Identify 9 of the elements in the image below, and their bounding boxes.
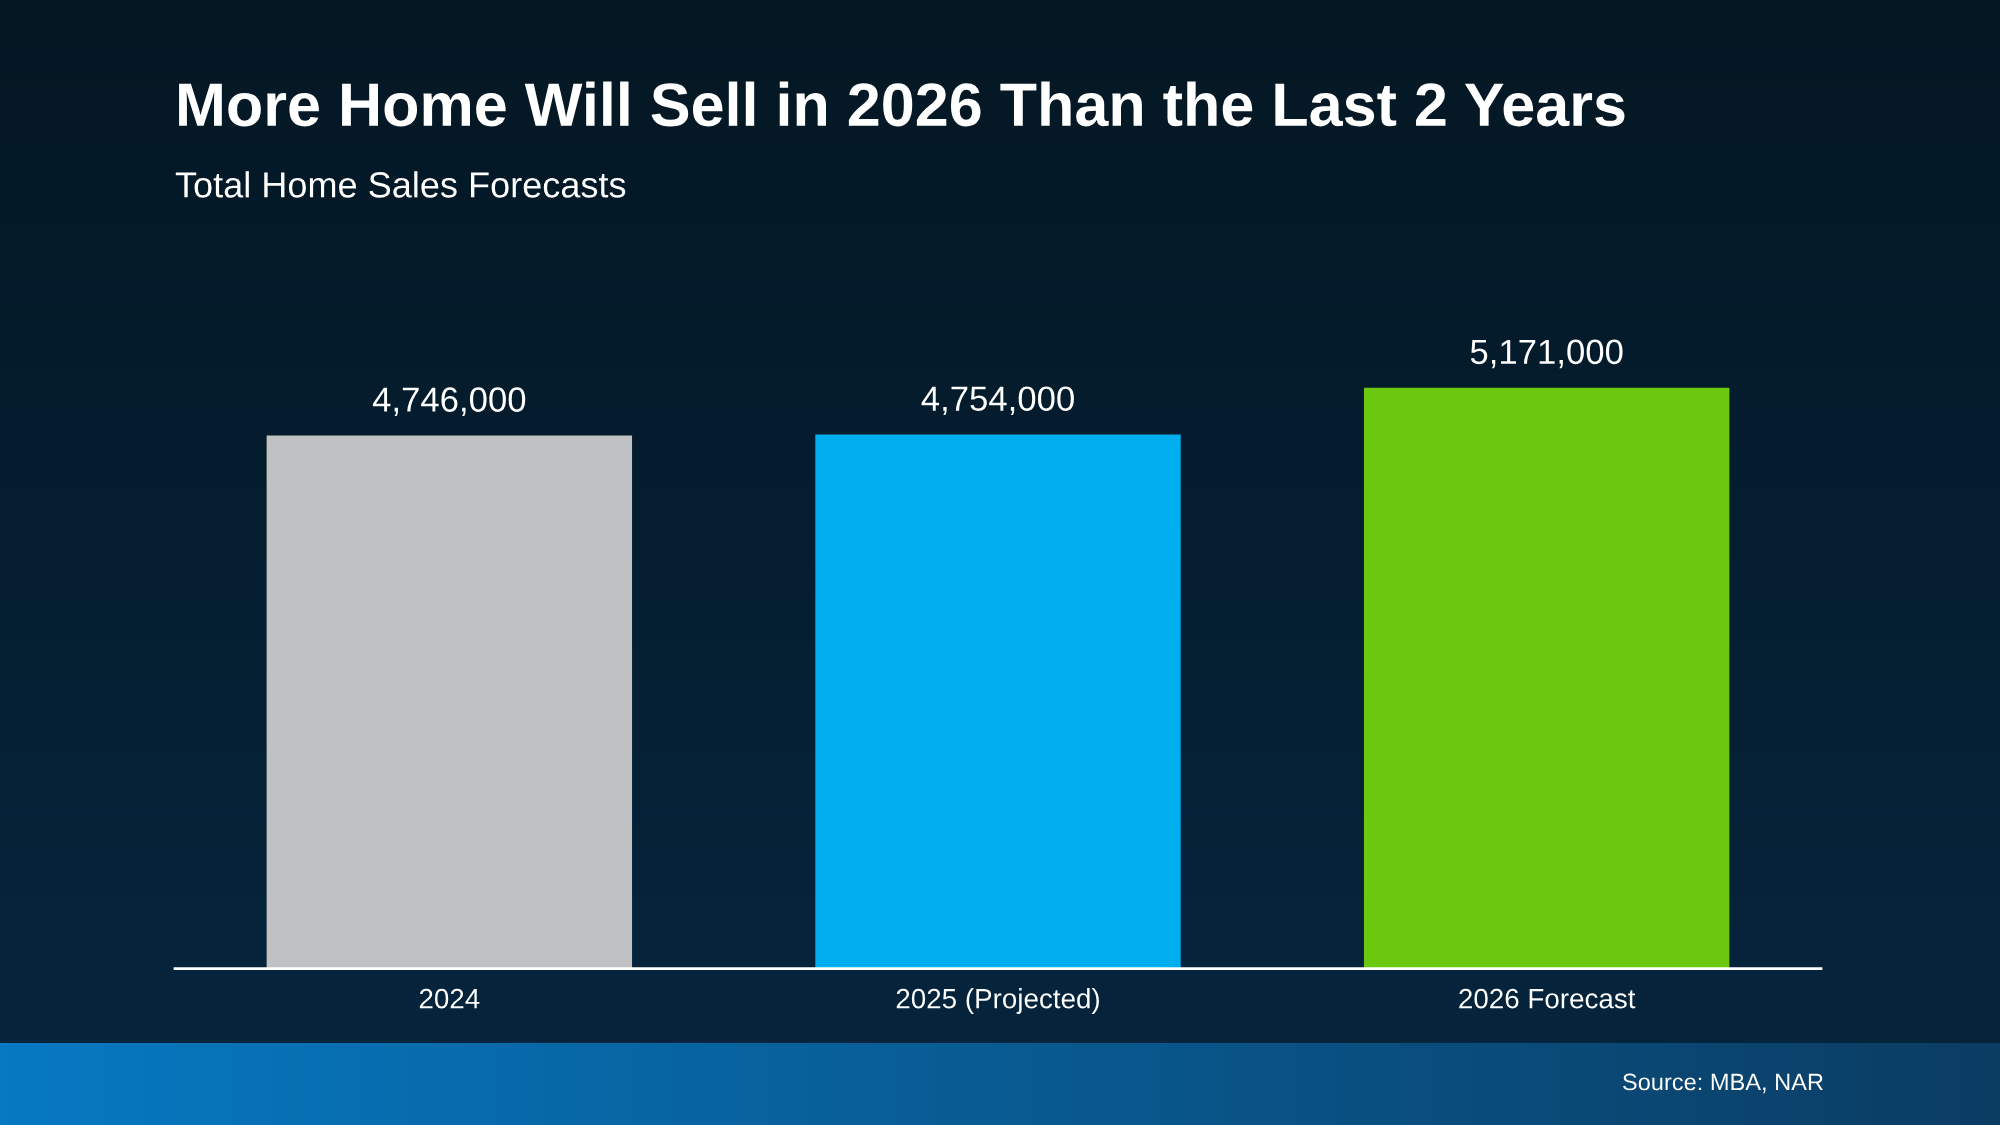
- chart-title: More Home Will Sell in 2026 Than the Last 2 Years: [179, 81, 1625, 127]
- data-label: 5,171,000: [1470, 339, 1623, 369]
- x-tick-label: 2024: [419, 988, 480, 1009]
- x-tick-label: 2025 (Projected): [896, 988, 1099, 1014]
- chart-subtitle: Total Home Sales Forecasts: [175, 171, 626, 198]
- source-note: Source: MBA, NAR: [1623, 1073, 1823, 1094]
- data-label: 4,754,000: [921, 386, 1074, 416]
- x-tick-label: 2026 Forecast: [1459, 988, 1636, 1009]
- data-label: 4,746,000: [372, 387, 526, 416]
